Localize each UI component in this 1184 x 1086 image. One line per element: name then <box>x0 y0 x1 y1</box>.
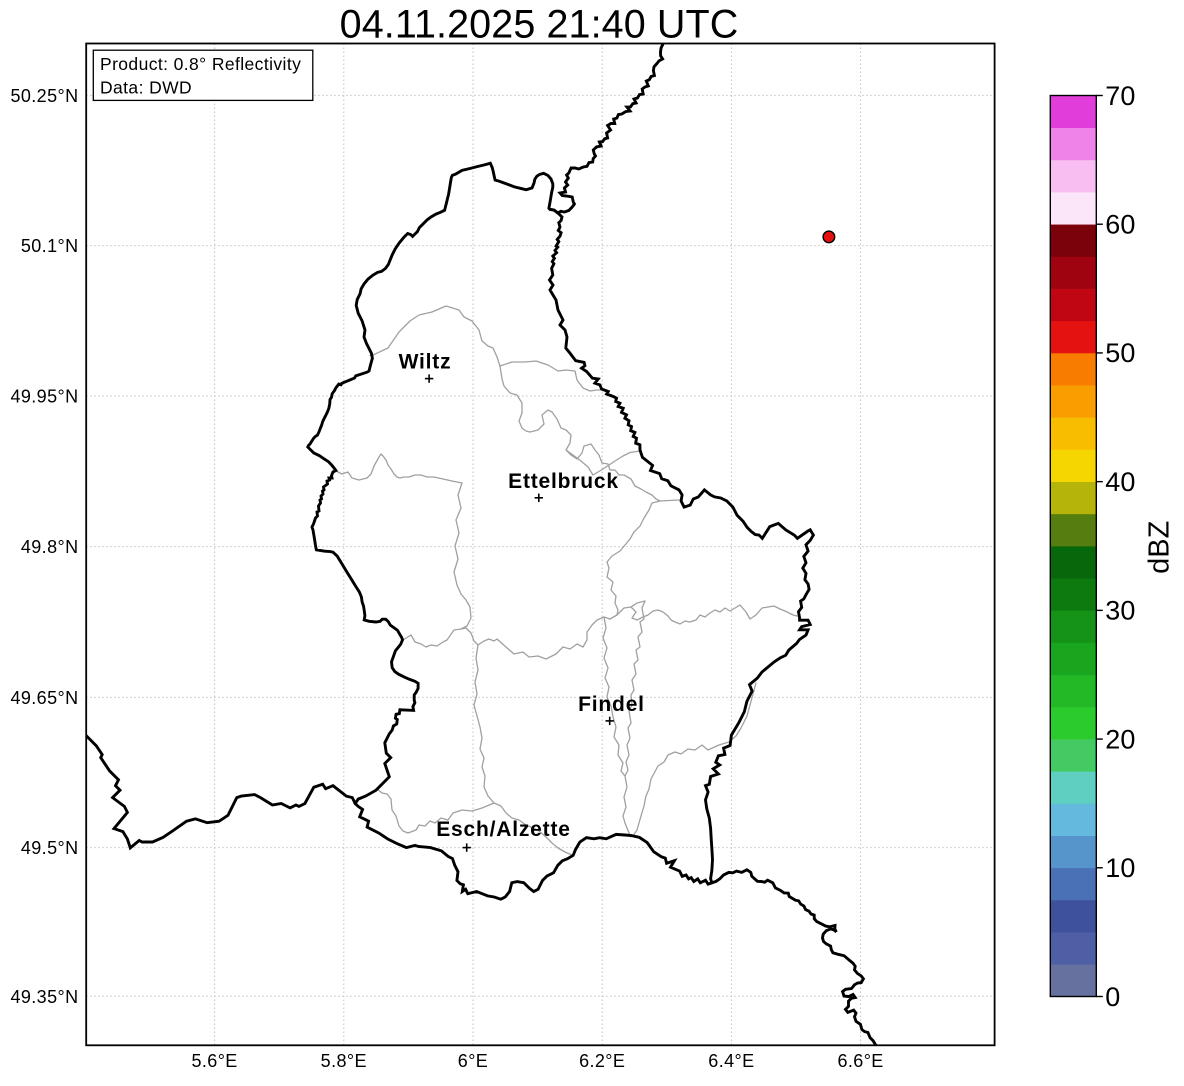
svg-text:5.8°E: 5.8°E <box>321 1051 367 1071</box>
svg-text:49.35°N: 49.35°N <box>10 987 78 1007</box>
svg-text:Data: DWD: Data: DWD <box>100 78 192 98</box>
svg-text:50.1°N: 50.1°N <box>21 236 79 256</box>
svg-text:5.6°E: 5.6°E <box>191 1051 237 1071</box>
svg-text:50: 50 <box>1105 338 1135 368</box>
svg-text:49.65°N: 49.65°N <box>10 688 78 708</box>
svg-text:04.11.2025 21:40 UTC: 04.11.2025 21:40 UTC <box>340 3 739 47</box>
svg-text:Esch/Alzette: Esch/Alzette <box>436 818 570 841</box>
svg-text:49.5°N: 49.5°N <box>21 838 79 858</box>
svg-text:Wiltz: Wiltz <box>399 351 452 374</box>
svg-text:6.6°E: 6.6°E <box>837 1051 883 1071</box>
svg-text:50.25°N: 50.25°N <box>10 86 78 106</box>
svg-text:6.4°E: 6.4°E <box>708 1051 754 1071</box>
svg-text:6°E: 6°E <box>458 1051 488 1071</box>
svg-text:0: 0 <box>1105 982 1120 1012</box>
svg-text:30: 30 <box>1105 596 1135 626</box>
svg-text:dBZ: dBZ <box>1144 521 1176 574</box>
svg-text:49.95°N: 49.95°N <box>10 387 78 407</box>
svg-text:Ettelbruck: Ettelbruck <box>508 470 619 493</box>
svg-text:70: 70 <box>1105 81 1135 111</box>
svg-text:49.8°N: 49.8°N <box>21 537 79 557</box>
svg-text:10: 10 <box>1105 853 1135 883</box>
svg-text:40: 40 <box>1105 467 1135 497</box>
svg-text:Product: 0.8° Reflectivity: Product: 0.8° Reflectivity <box>100 54 301 74</box>
svg-text:60: 60 <box>1105 210 1135 240</box>
svg-text:20: 20 <box>1105 724 1135 754</box>
svg-text:Findel: Findel <box>578 693 645 716</box>
svg-text:6.2°E: 6.2°E <box>579 1051 625 1071</box>
